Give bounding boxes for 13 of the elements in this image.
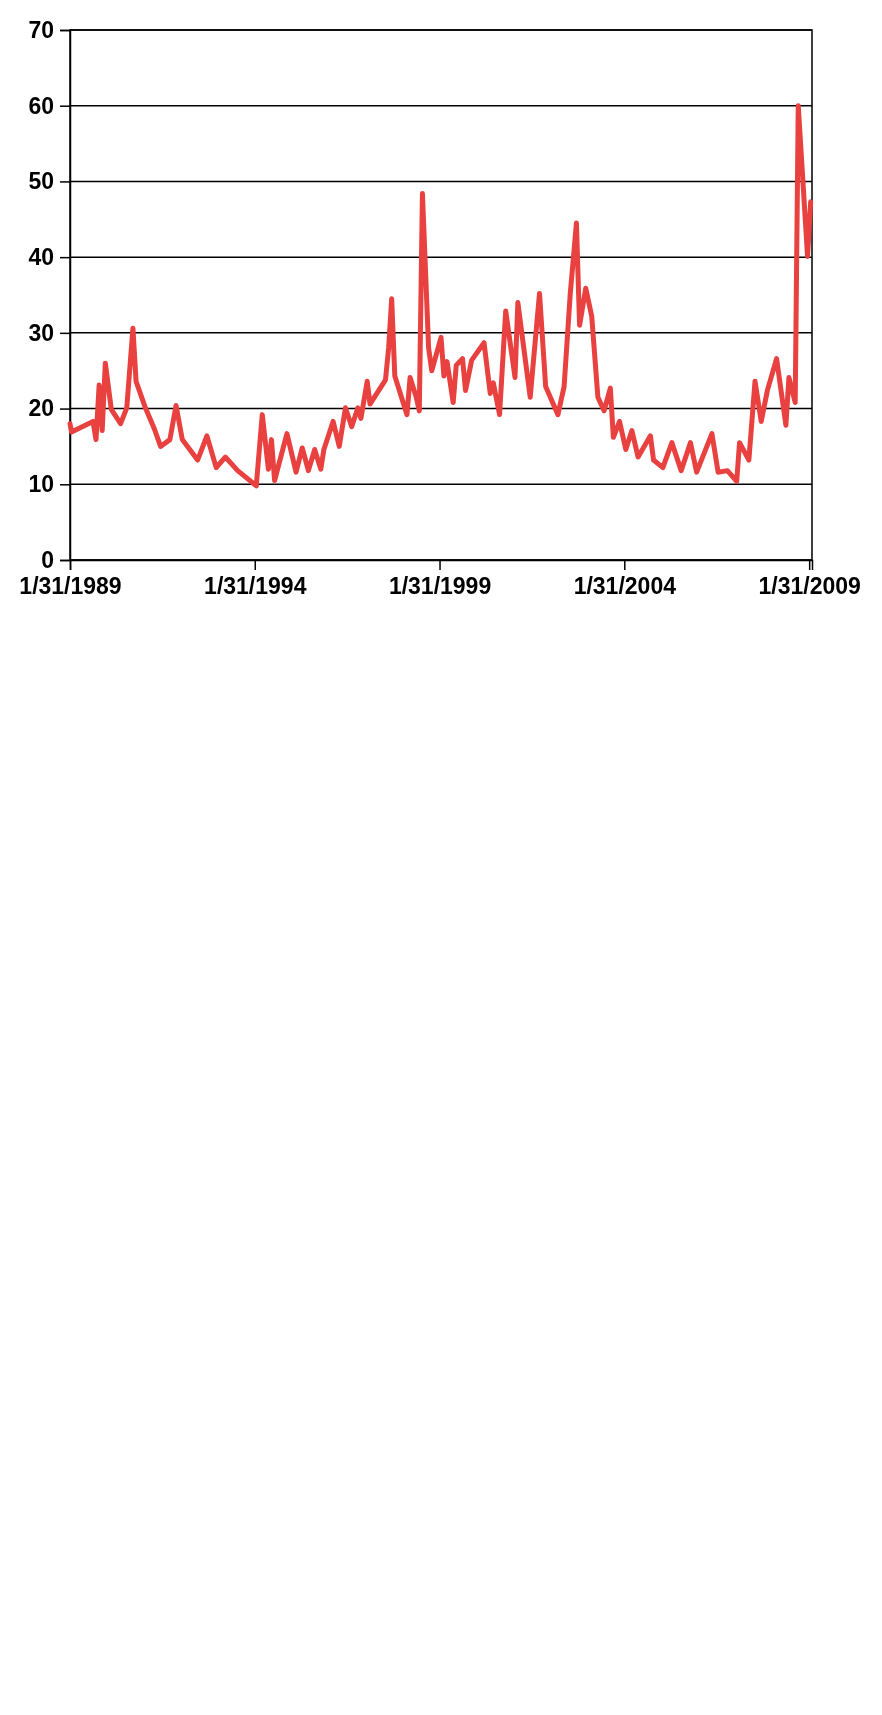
x-tick-label: 1/31/1999 [388,573,492,600]
x-tick-label: 1/31/2004 [573,573,677,600]
y-tick-label: 30 [28,319,54,346]
y-tick-label: 70 [28,16,54,43]
x-tick-label: 1/31/2009 [758,573,861,600]
y-tick-label: 60 [28,92,54,119]
y-tick-label: 20 [28,395,54,422]
y-tick-label: 50 [28,168,54,195]
y-tick-label: 40 [28,244,54,270]
x-tick-label: 1/31/1994 [204,573,307,600]
y-tick-label: 10 [28,471,54,498]
y-tick-label: 0 [41,546,54,573]
x-tick-label: 1/31/1989 [19,573,122,600]
